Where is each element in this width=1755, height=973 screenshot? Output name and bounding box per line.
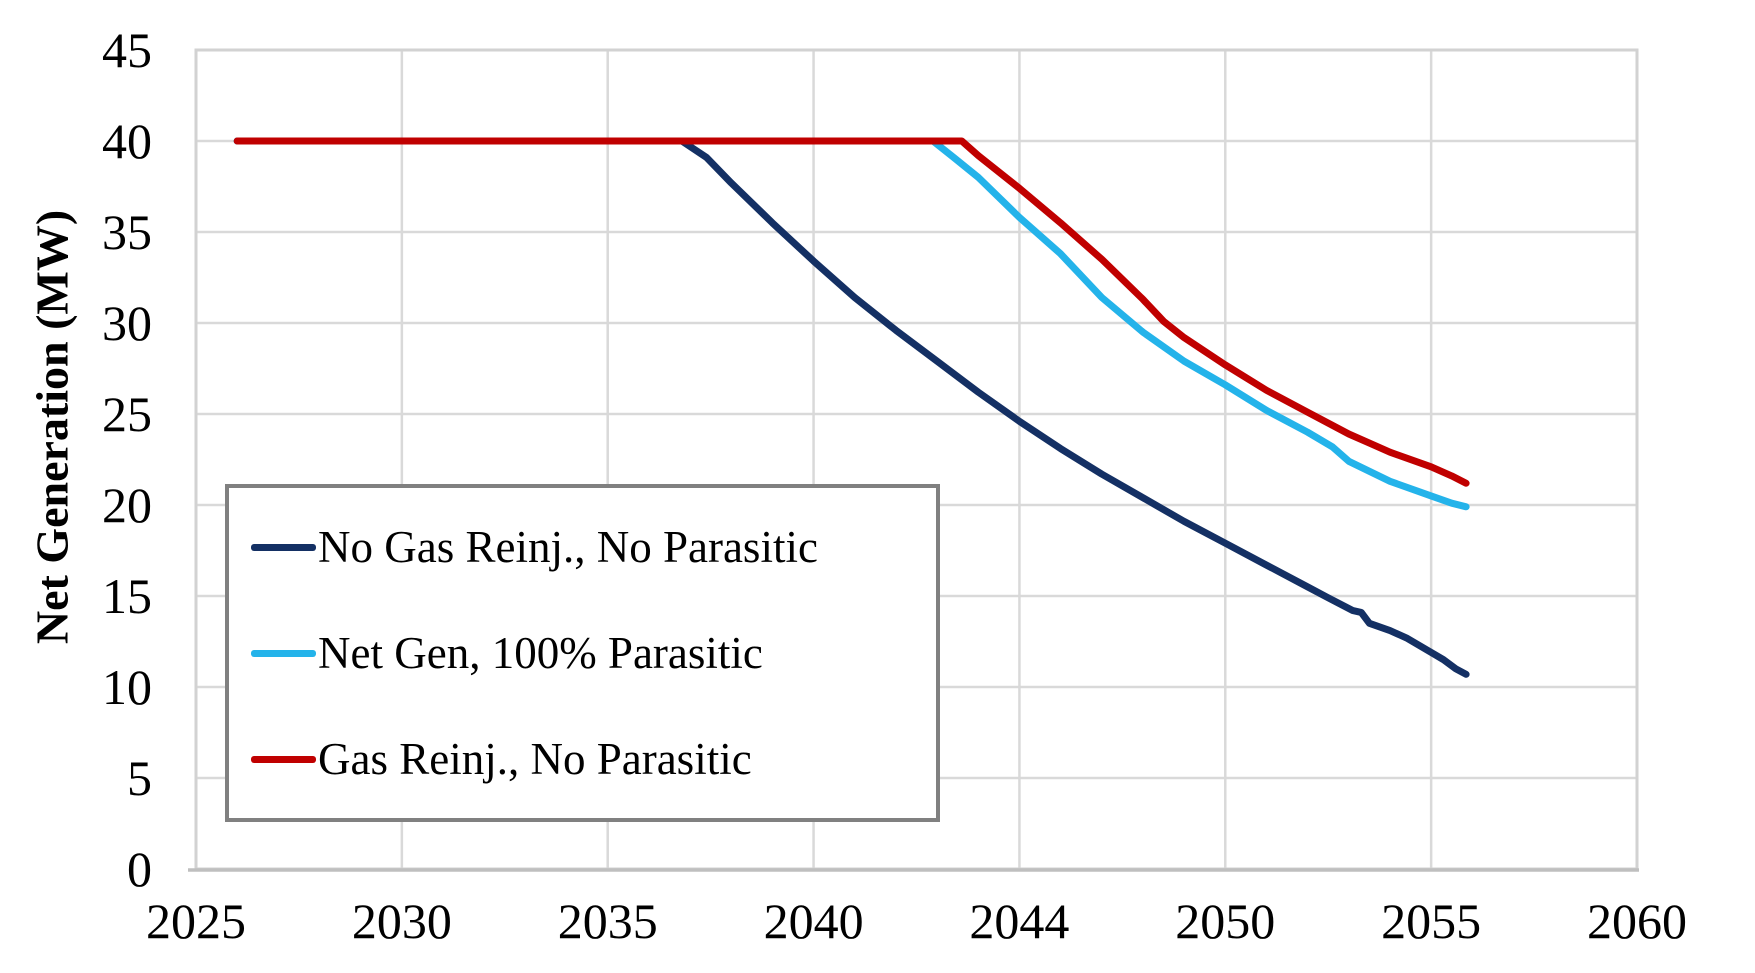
x-tick-label: 2050 xyxy=(1175,893,1275,949)
legend: No Gas Reinj., No Parasitic Net Gen, 100… xyxy=(225,484,940,822)
legend-label: Net Gen, 100% Parasitic xyxy=(318,627,763,678)
y-tick-label: 15 xyxy=(102,568,152,624)
legend-item-net-gen-parasitic: Net Gen, 100% Parasitic xyxy=(251,627,926,678)
y-tick-label: 0 xyxy=(127,841,152,897)
legend-label: No Gas Reinj., No Parasitic xyxy=(318,521,818,572)
y-tick-label: 35 xyxy=(102,204,152,260)
x-tick-label: 2035 xyxy=(558,893,658,949)
x-tick-label: 2060 xyxy=(1587,893,1687,949)
y-tick-label: 30 xyxy=(102,295,152,351)
series-line-0 xyxy=(233,137,1470,678)
y-tick-label: 5 xyxy=(127,750,152,806)
x-tick-label: 2044 xyxy=(969,893,1069,949)
legend-item-no-gas-reinj: No Gas Reinj., No Parasitic xyxy=(251,521,926,572)
y-axis-title: Net Generation (MW) xyxy=(26,209,78,645)
series-line-1 xyxy=(233,137,1470,511)
x-tick-label: 2025 xyxy=(146,893,246,949)
legend-line-swatch-red xyxy=(251,755,316,763)
series-line-2 xyxy=(233,137,1470,487)
x-tick-label: 2055 xyxy=(1381,893,1481,949)
legend-item-gas-reinj: Gas Reinj., No Parasitic xyxy=(251,733,926,784)
legend-line-swatch-cyan xyxy=(251,649,316,657)
x-tick-label: 2040 xyxy=(764,893,864,949)
legend-label: Gas Reinj., No Parasitic xyxy=(318,733,752,784)
y-tick-label: 20 xyxy=(102,477,152,533)
legend-line-swatch-navy xyxy=(251,543,316,551)
y-tick-label: 10 xyxy=(102,659,152,715)
y-tick-label: 25 xyxy=(102,386,152,442)
y-tick-label: 40 xyxy=(102,113,152,169)
y-tick-label: 45 xyxy=(102,22,152,78)
x-tick-label: 2030 xyxy=(352,893,452,949)
